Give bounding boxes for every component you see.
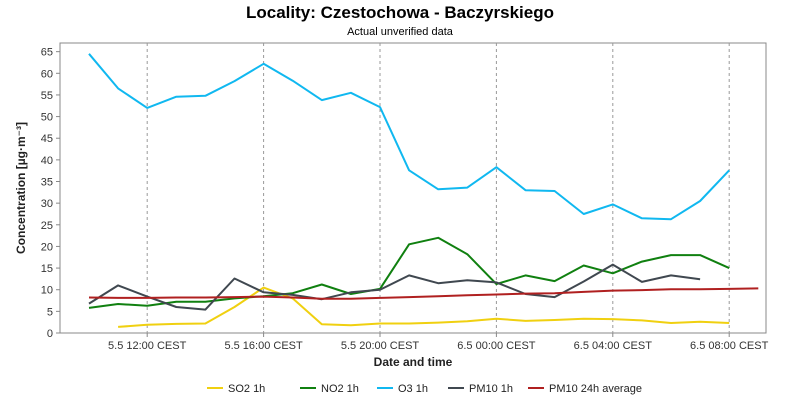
legend-label: PM10 24h average	[549, 383, 642, 395]
series-line-pm10-24h-average	[88, 287, 759, 300]
x-axis-label: Date and time	[374, 355, 453, 369]
series-line-pm10-1h	[88, 263, 701, 311]
x-tick-label: 6.5 08:00 CEST	[690, 340, 769, 352]
legend-label: SO2 1h	[228, 383, 265, 395]
x-tick-label: 5.5 16:00 CEST	[224, 340, 303, 352]
y-tick-label: 40	[41, 155, 53, 167]
y-tick-label: 30	[41, 198, 53, 210]
series-line-so2-1h	[118, 286, 730, 328]
y-tick-label: 25	[41, 220, 53, 232]
legend-label: O3 1h	[398, 383, 428, 395]
y-tick-label: 55	[41, 90, 53, 102]
y-tick-label: 35	[41, 177, 53, 189]
y-axis-ticks: 0 5 10 15 20 25 30 35 40 45 50 55 60 65	[41, 47, 60, 340]
y-tick-label: 10	[41, 285, 53, 297]
legend-label: NO2 1h	[321, 383, 359, 395]
y-tick-label: 0	[47, 328, 53, 340]
chart-title: Locality: Czestochowa - Baczyrskiego	[246, 3, 554, 22]
series-lines	[88, 53, 759, 328]
legend-item: SO2 1h	[207, 383, 265, 395]
x-tick-label: 6.5 04:00 CEST	[574, 340, 653, 352]
y-axis-label: Concentration [µg·m⁻³]	[14, 122, 28, 254]
series-line-o3-1h	[88, 53, 730, 221]
y-tick-label: 60	[41, 68, 53, 80]
y-tick-label: 15	[41, 263, 53, 275]
y-tick-label: 50	[41, 112, 53, 124]
legend-item: PM10 1h	[448, 383, 513, 395]
y-tick-label: 65	[41, 47, 53, 59]
legend: SO2 1h NO2 1h O3 1h PM10 1h PM10 24h average	[207, 383, 642, 395]
legend-item: NO2 1h	[300, 383, 359, 395]
x-tick-label: 5.5 12:00 CEST	[108, 340, 187, 352]
y-tick-label: 45	[41, 133, 53, 145]
x-axis-ticks: 5.5 12:00 CEST 5.5 16:00 CEST 5.5 20:00 CE…	[108, 333, 769, 352]
chart-subtitle: Actual unverified data	[347, 26, 454, 38]
y-tick-label: 5	[47, 306, 53, 318]
plot-area	[59, 42, 767, 334]
legend-item: O3 1h	[377, 383, 428, 395]
y-tick-label: 20	[41, 241, 53, 253]
grid	[146, 43, 730, 333]
legend-label: PM10 1h	[469, 383, 513, 395]
legend-item: PM10 24h average	[528, 383, 642, 395]
x-tick-label: 5.5 20:00 CEST	[341, 340, 420, 352]
x-tick-label: 6.5 00:00 CEST	[457, 340, 536, 352]
